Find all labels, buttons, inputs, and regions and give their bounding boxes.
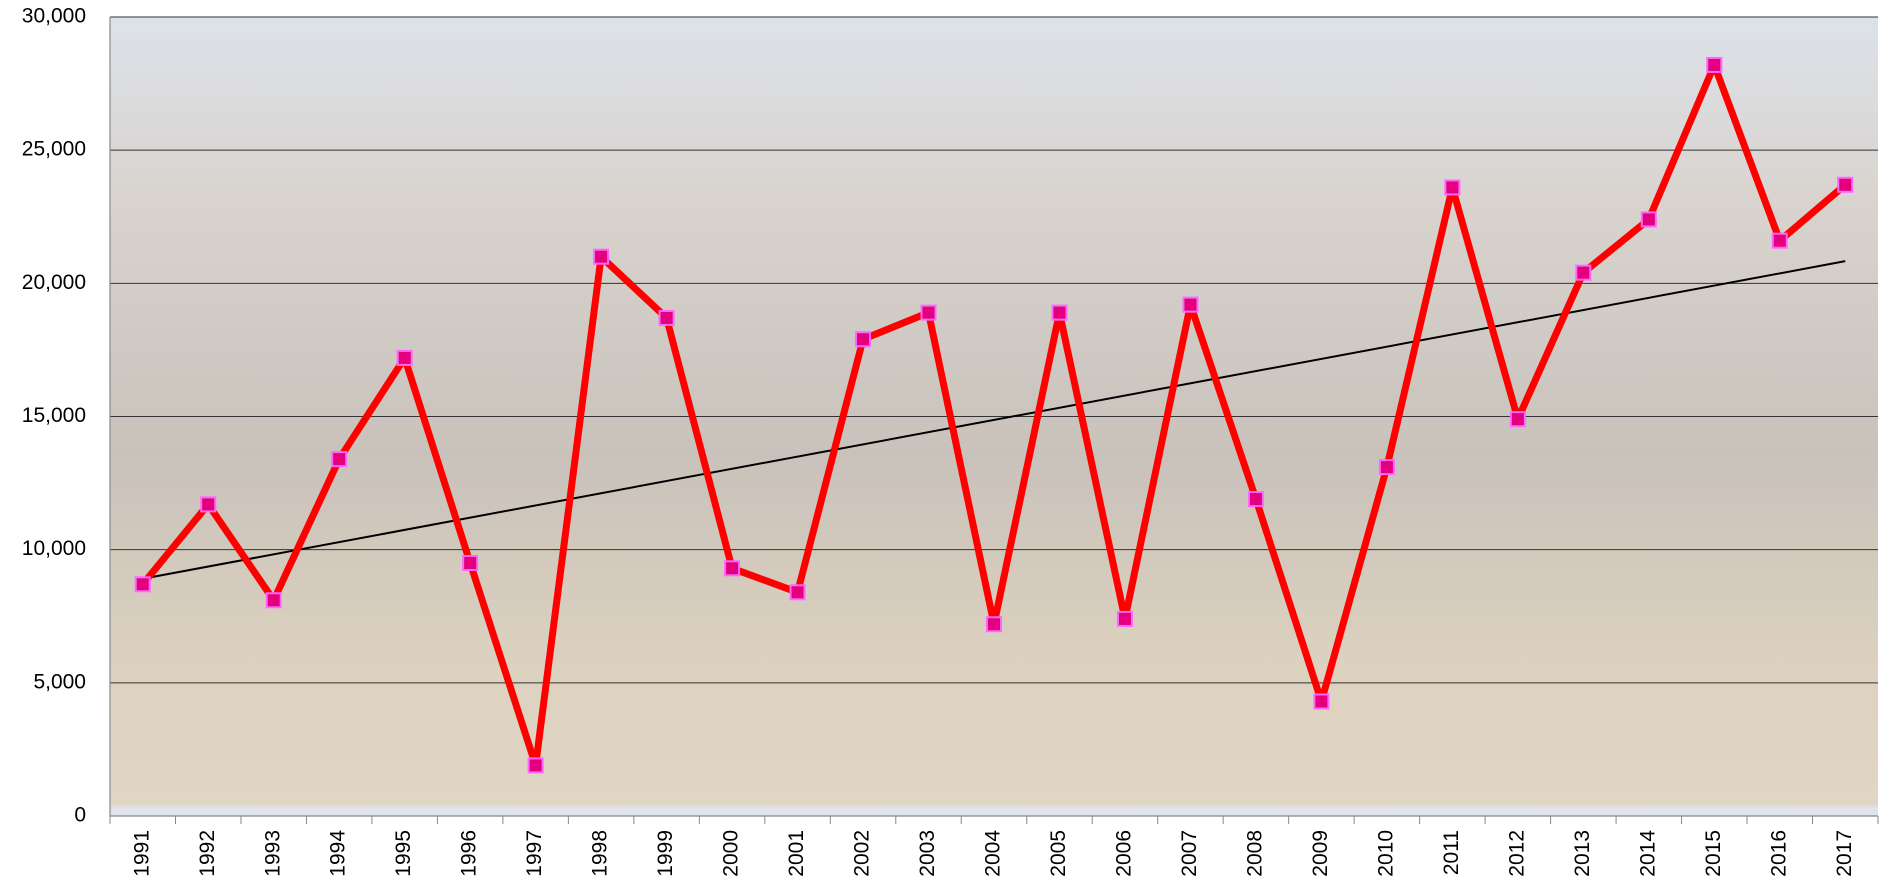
x-tick-label: 2004 [982, 830, 1005, 877]
y-tick-label: 5,000 [33, 670, 86, 693]
marker [1773, 234, 1787, 248]
marker [1838, 178, 1852, 192]
marker [1183, 298, 1197, 312]
marker [529, 758, 543, 772]
chart: 0 5,000 10,000 15,000 20,000 25,000 30,000 1991… [0, 0, 1883, 893]
x-tick-label: 1992 [196, 830, 219, 877]
marker [1380, 460, 1394, 474]
marker [594, 250, 608, 264]
marker [987, 617, 1001, 631]
y-tick-label: 10,000 [22, 537, 86, 560]
y-tick-label: 30,000 [22, 5, 86, 28]
x-tick-label: 2000 [720, 830, 743, 877]
y-tick-label: 15,000 [22, 404, 86, 427]
marker [791, 585, 805, 599]
marker [1707, 58, 1721, 72]
x-tick-label: 1995 [392, 830, 415, 877]
x-tick-label: 2003 [916, 830, 939, 877]
x-tick-label: 1998 [589, 830, 612, 877]
y-tick-label: 20,000 [22, 271, 86, 294]
x-tick-label: 2015 [1702, 830, 1725, 877]
x-tick-label: 1993 [261, 830, 284, 877]
x-tick-label: 2009 [1309, 830, 1332, 877]
marker [1118, 612, 1132, 626]
x-tick-label: 1997 [523, 830, 546, 877]
x-tick-label: 1994 [327, 830, 350, 877]
x-tick-label: 2007 [1178, 830, 1201, 877]
marker [1511, 412, 1525, 426]
y-tick-label: 25,000 [22, 138, 86, 161]
marker [1249, 492, 1263, 506]
marker [463, 556, 477, 570]
x-tick-label: 2001 [785, 830, 808, 877]
x-tick-label: 2012 [1505, 830, 1528, 877]
x-tick-label: 1996 [458, 830, 481, 877]
marker [1445, 180, 1459, 194]
x-tick-label: 2016 [1767, 830, 1790, 877]
marker [136, 577, 150, 591]
marker [1576, 266, 1590, 280]
x-tick-label: 2010 [1374, 830, 1397, 877]
marker [1314, 694, 1328, 708]
marker [725, 561, 739, 575]
x-tick-label: 2011 [1440, 830, 1463, 875]
marker [398, 351, 412, 365]
x-tick-label: 2013 [1571, 830, 1594, 877]
marker [267, 593, 281, 607]
x-tick-label: 2002 [851, 830, 874, 877]
marker [1642, 212, 1656, 226]
marker [922, 306, 936, 320]
marker [856, 332, 870, 346]
y-tick-label: 0 [74, 804, 86, 827]
x-tick-label: 2005 [1047, 830, 1070, 877]
x-tick-label: 2014 [1636, 830, 1659, 877]
marker [1052, 306, 1066, 320]
x-tick-label: 2017 [1833, 830, 1856, 877]
x-tick-label: 2008 [1243, 830, 1266, 877]
marker [660, 311, 674, 325]
marker [201, 497, 215, 511]
x-tick-label: 1999 [654, 830, 677, 877]
x-tick-label: 1991 [130, 830, 153, 877]
marker [332, 452, 346, 466]
x-tick-label: 2006 [1113, 830, 1136, 877]
